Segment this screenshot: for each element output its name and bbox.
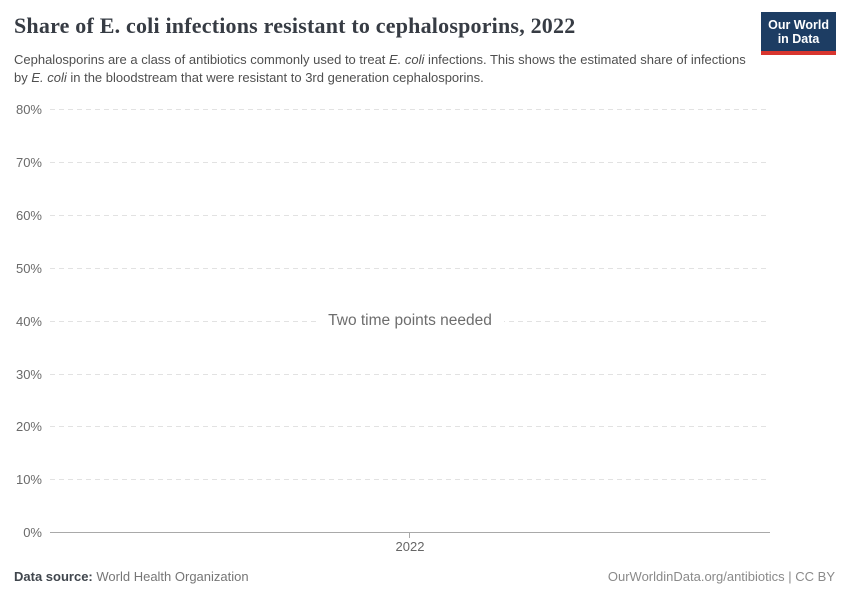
x-axis-baseline-row: 0% <box>0 524 770 540</box>
gridline <box>50 267 770 269</box>
gridline <box>50 161 770 163</box>
owid-logo-line2: in Data <box>777 32 820 46</box>
gridline <box>50 373 770 375</box>
footer-link[interactable]: OurWorldinData.org/antibiotics | CC BY <box>607 569 835 584</box>
subtitle-text: in the bloodstream that were resistant t… <box>66 70 484 85</box>
subtitle-text: Cephalosporins are a class of antibiotic… <box>14 52 390 67</box>
gridline <box>50 425 770 427</box>
gridline-row: 50% <box>0 260 770 276</box>
empty-state: Two time points needed <box>50 310 770 332</box>
data-source-label: Data source: <box>14 569 93 584</box>
y-axis-tick-label: 80% <box>15 101 42 117</box>
y-axis-tick-label: 10% <box>15 471 42 487</box>
gridline-row: 60% <box>0 207 770 223</box>
gridline-row: 20% <box>0 418 770 434</box>
y-axis-tick-label: 60% <box>15 207 42 223</box>
y-axis-tick-label: 70% <box>15 154 42 170</box>
gridline <box>50 478 770 480</box>
gridline <box>50 214 770 216</box>
owid-logo-line1: Our World <box>768 18 829 32</box>
y-axis-tick-label: 50% <box>15 260 42 276</box>
subtitle-italic-species: E. coli <box>389 52 425 67</box>
y-axis-tick-label: 30% <box>15 366 42 382</box>
gridline <box>50 108 770 110</box>
owid-logo: Our World in Data <box>761 12 836 55</box>
subtitle-text: infections. This shows the estimated sha… <box>14 52 746 85</box>
x-axis-tick-label: 2022 <box>395 539 425 554</box>
gridline-row: 70% <box>0 154 770 170</box>
empty-state-message: Two time points needed <box>316 312 504 329</box>
page-title: Share of E. coli infections resistant to… <box>14 13 576 38</box>
gridline-row: 10% <box>0 471 770 487</box>
gridline-row: 30% <box>0 366 770 382</box>
y-axis-tick-label: 40% <box>15 313 42 329</box>
chart-subtitle: Cephalosporins are a class of antibiotic… <box>14 51 759 87</box>
subtitle-italic-species: E. coli <box>31 70 67 85</box>
y-axis-tick-label: 20% <box>15 418 42 434</box>
x-axis-tick <box>409 533 410 538</box>
data-source: Data source: World Health Organization <box>14 569 249 584</box>
data-source-value: World Health Organization <box>96 569 249 584</box>
x-axis-line <box>50 531 770 533</box>
gridline-row: 80% <box>0 101 770 117</box>
y-axis-tick-label: 0% <box>23 524 42 540</box>
